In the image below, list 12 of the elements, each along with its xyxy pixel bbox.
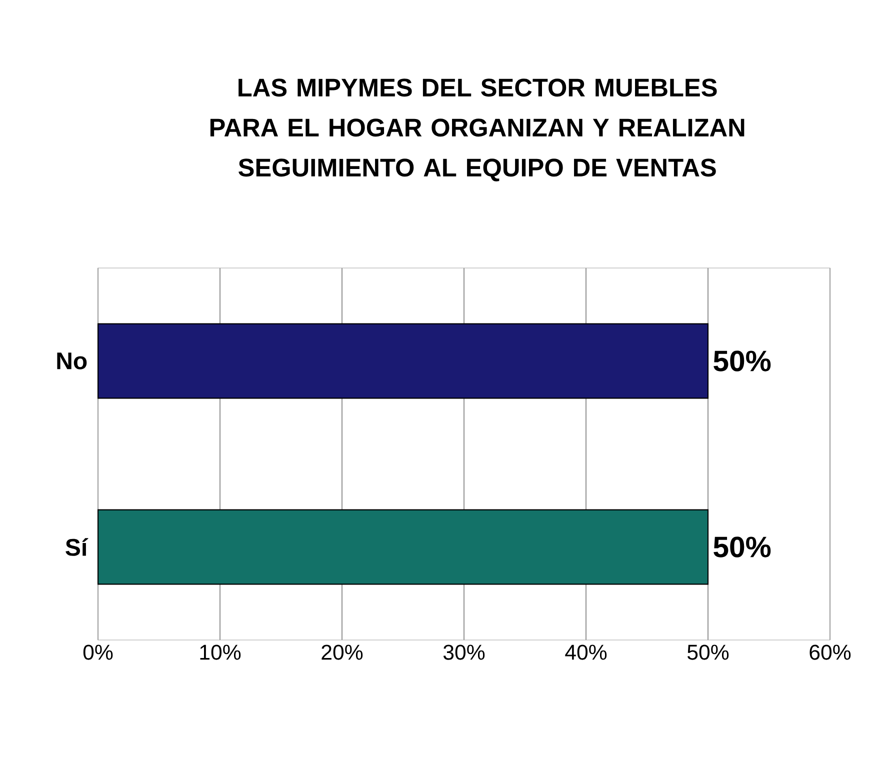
x-tick-label: 0% [83, 644, 113, 660]
chart-title: LAS MIPYMES DEL SECTOR MUEBLES PARA EL HOGAR ORGANIZAN Y REALIZAN SEGUIMIENTO AL EQUIPO DE VENTAS [210, 78, 744, 182]
x-tick-label: 40% [565, 644, 607, 660]
y-tick-label: Sí [66, 538, 88, 556]
x-tick-label: 60% [810, 644, 851, 660]
x-tick-label: 30% [443, 644, 485, 660]
x-tick-label: 20% [322, 644, 363, 660]
x-tick-label: 50% [688, 644, 729, 660]
data-label: 50% [714, 350, 771, 372]
x-tick-label: 10% [200, 644, 241, 660]
data-label: 50% [714, 536, 771, 558]
y-tick-label: No [57, 352, 87, 370]
